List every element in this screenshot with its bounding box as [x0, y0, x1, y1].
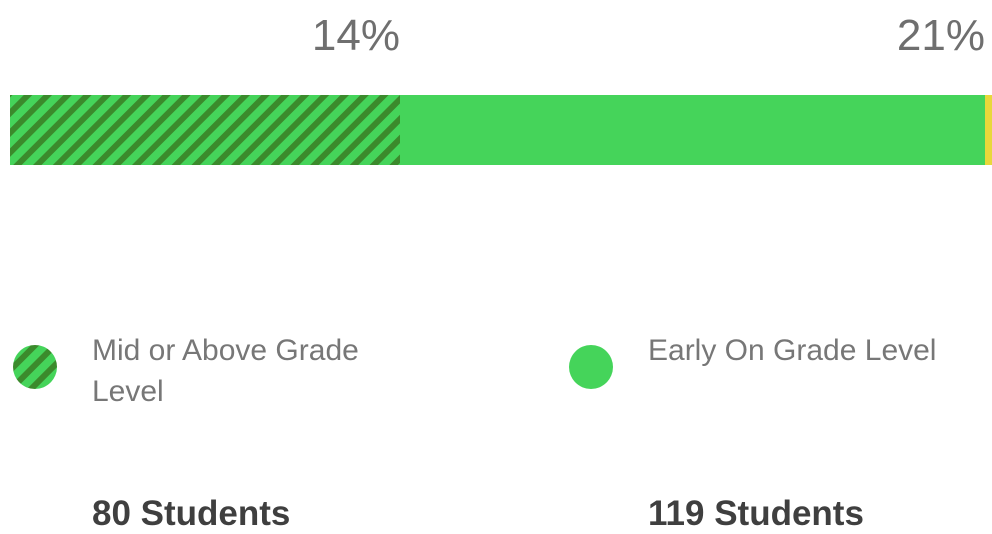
legend-label: Mid or Above Grade Level	[92, 334, 359, 408]
legend-label: Early On Grade Level	[648, 334, 937, 367]
student-count: 119 Students	[648, 494, 864, 533]
legend-marker	[13, 345, 57, 389]
legend-marker	[569, 345, 613, 389]
bar-segment	[400, 95, 985, 165]
next-segment-edge	[985, 95, 992, 165]
student-count: 80 Students	[92, 494, 291, 533]
bar-segment	[10, 95, 400, 165]
value-label: 21%	[897, 11, 985, 60]
value-label: 14%	[312, 11, 400, 60]
